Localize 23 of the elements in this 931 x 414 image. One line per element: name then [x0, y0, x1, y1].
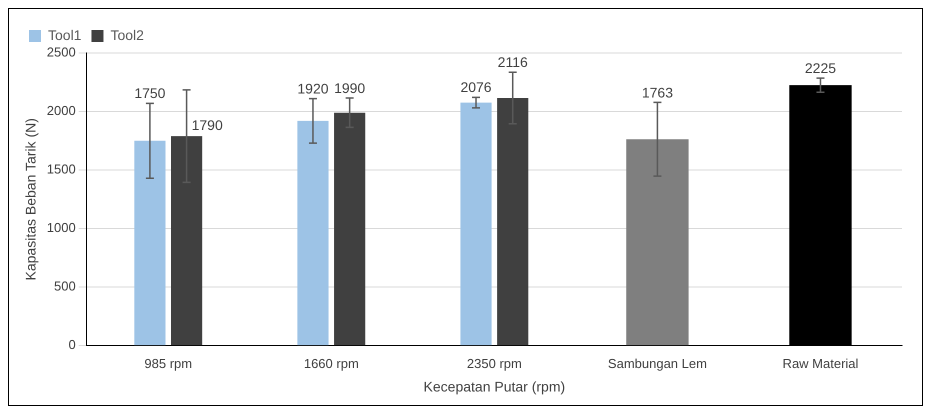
y-tick-label: 1500: [46, 162, 76, 177]
y-axis-title: Kapasitas Beban Tarik (N): [22, 118, 38, 280]
y-tick-label: 2000: [46, 103, 76, 118]
legend-label: Tool2: [110, 26, 144, 43]
data-label: 2116: [498, 54, 528, 70]
data-label: 2076: [460, 79, 492, 96]
data-label: 1990: [334, 80, 366, 96]
data-label: 1920: [297, 80, 329, 97]
data-label: 2225: [804, 60, 836, 76]
y-tick-label: 2500: [46, 44, 76, 60]
data-label: 1763: [642, 84, 674, 100]
legend-label: Tool1: [48, 26, 82, 43]
y-tick-label: 500: [54, 278, 76, 294]
x-tick-label: 2350 rpm: [466, 356, 522, 371]
data-label: 1750: [134, 85, 166, 102]
x-axis-title: Kecepatan Putar (rpm): [424, 378, 566, 394]
y-tick-label: 0: [68, 337, 76, 352]
data-label: 1790: [192, 116, 223, 133]
x-tick-label: Sambungan Lem: [608, 356, 707, 371]
x-tick-label: Raw Material: [782, 356, 859, 371]
y-tick-label: 1000: [46, 220, 76, 236]
x-tick-label: 1660 rpm: [304, 356, 359, 371]
x-tick-label: 985 rpm: [144, 356, 192, 371]
